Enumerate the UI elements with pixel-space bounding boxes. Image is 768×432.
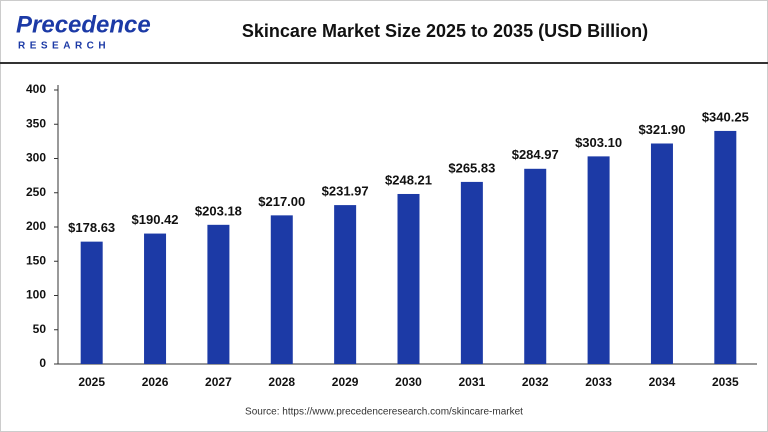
value-label: $190.42 (132, 212, 179, 227)
y-tick-label: 0 (39, 356, 46, 370)
y-tick-label: 250 (26, 185, 46, 199)
x-tick-label: 2034 (649, 375, 676, 389)
value-label: $231.97 (322, 184, 369, 199)
logo-subtitle: RESEARCH (18, 41, 110, 52)
bar (397, 193, 420, 364)
x-tick-label: 2032 (522, 375, 549, 389)
bar (207, 224, 230, 364)
value-label: $248.21 (385, 172, 432, 187)
value-label: $321.90 (638, 122, 685, 137)
bar (460, 181, 483, 364)
bar (80, 241, 103, 364)
bar (144, 233, 167, 364)
value-label: $265.83 (448, 160, 495, 175)
value-label: $217.00 (258, 194, 305, 209)
x-tick-label: 2028 (268, 375, 295, 389)
value-label: $203.18 (195, 203, 242, 218)
source: Source: https://www.precedenceresearch.c… (245, 407, 523, 418)
x-tick-label: 2029 (332, 375, 359, 389)
y-tick-label: 150 (26, 253, 46, 267)
bar (524, 168, 547, 364)
bar (587, 156, 610, 364)
x-tick-label: 2030 (395, 375, 422, 389)
x-tick-label: 2035 (712, 375, 739, 389)
value-label: $340.25 (702, 109, 749, 124)
bar (270, 215, 293, 364)
y-tick-label: 50 (33, 322, 47, 336)
chart-title: Skincare Market Size 2025 to 2035 (USD B… (242, 21, 648, 41)
x-tick-label: 2026 (142, 375, 169, 389)
x-tick-label: 2031 (459, 375, 486, 389)
y-tick-label: 200 (26, 219, 46, 233)
y-tick-label: 100 (26, 288, 46, 302)
y-tick-label: 300 (26, 151, 46, 165)
logo-name: Precedence (16, 11, 151, 38)
y-tick-label: 400 (26, 82, 46, 96)
y-tick-label: 350 (26, 116, 46, 130)
value-label: $303.10 (575, 135, 622, 150)
bar (650, 143, 673, 364)
x-tick-label: 2027 (205, 375, 232, 389)
bar (334, 205, 357, 364)
value-label: $178.63 (68, 220, 115, 235)
x-tick-label: 2025 (78, 375, 105, 389)
bar (714, 130, 737, 364)
x-tick-label: 2033 (585, 375, 612, 389)
value-label: $284.97 (512, 147, 559, 162)
